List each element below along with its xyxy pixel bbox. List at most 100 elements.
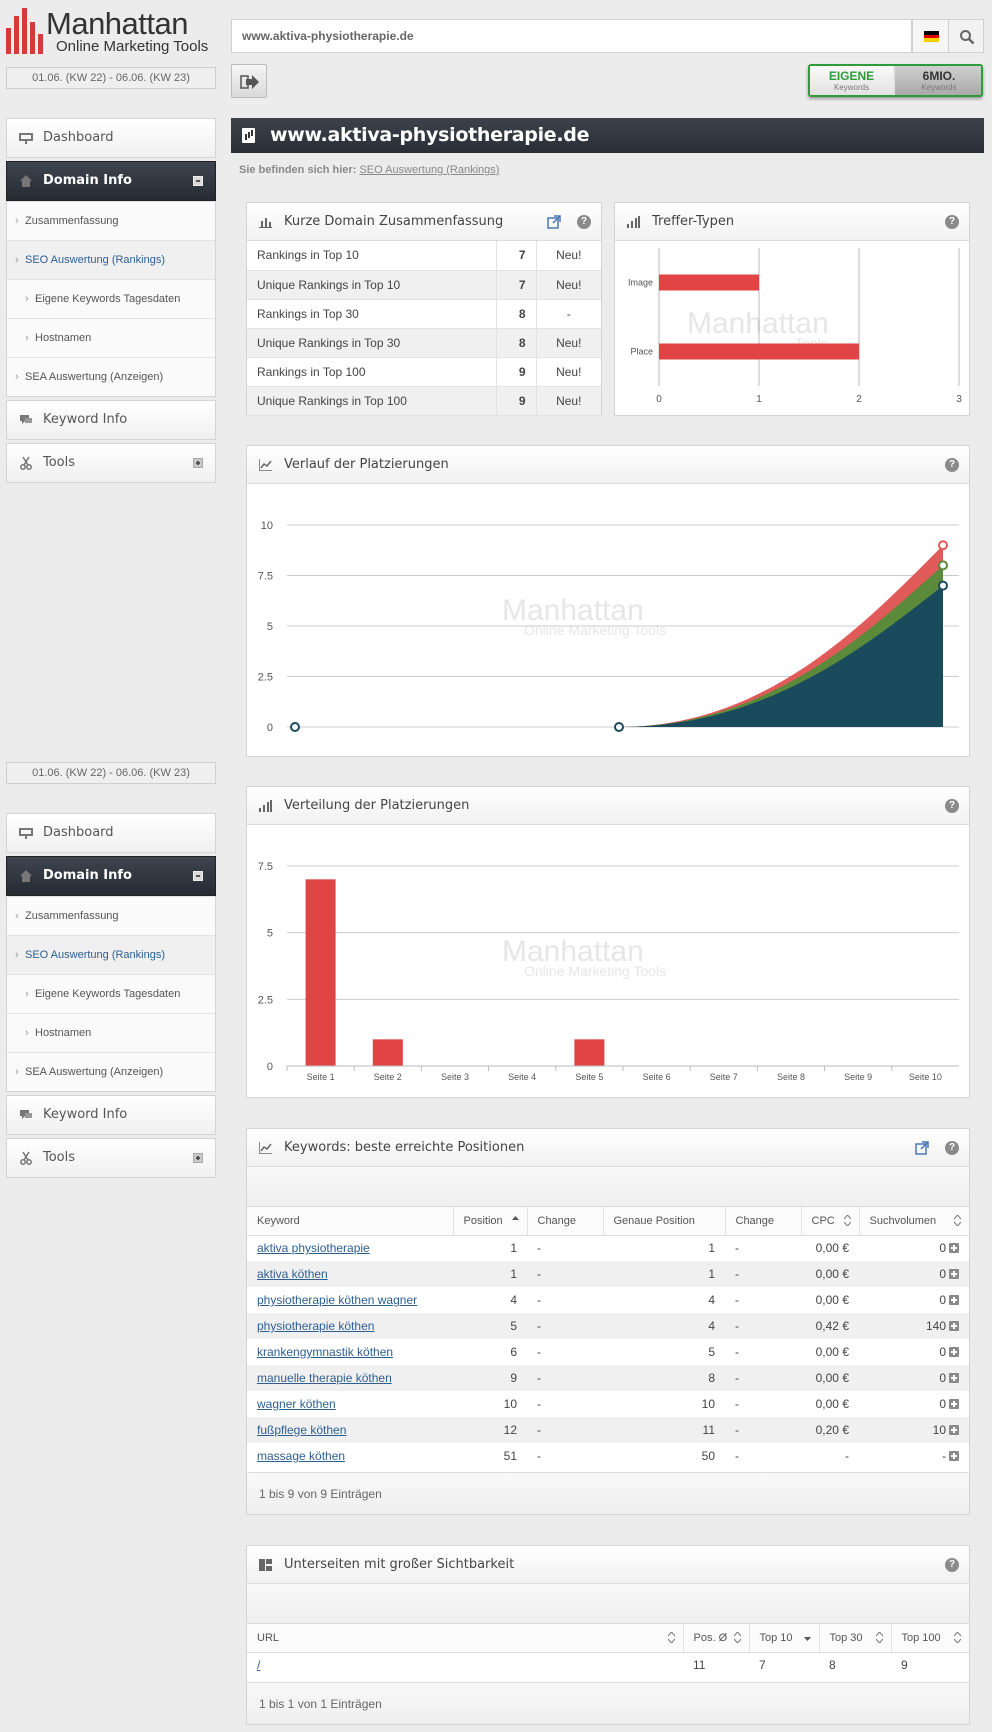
keyword-link[interactable]: fußpflege köthen <box>257 1423 347 1437</box>
keyword-link[interactable]: aktiva physiotherapie <box>257 1241 370 1256</box>
toggle-6mio-keywords[interactable]: 6MIO. Keywords <box>895 66 981 95</box>
bar[interactable] <box>659 274 759 291</box>
sidebar-sub-hosts[interactable]: Hostnamen <box>7 1013 215 1052</box>
col-top30[interactable]: Top 30 <box>819 1624 892 1653</box>
help-icon[interactable]: ? <box>577 215 591 229</box>
date-range[interactable]: 01.06. (KW 22) - 06.06. (KW 23) <box>6 67 216 89</box>
keyword-link[interactable]: wagner köthen <box>257 1397 336 1411</box>
date-range-repeat[interactable]: 01.06. (KW 22) - 06.06. (KW 23) <box>6 762 216 784</box>
brand-logo[interactable]: Manhattan Online Marketing Tools <box>6 6 216 56</box>
bar[interactable] <box>659 343 859 360</box>
series-point[interactable] <box>290 722 300 732</box>
help-icon[interactable]: ? <box>945 215 959 229</box>
sidebar-item-dashboard[interactable]: Dashboard <box>6 118 216 158</box>
exact-position-cell: 4 <box>708 1293 715 1307</box>
col-search-volume[interactable]: Suchvolumen <box>859 1207 969 1236</box>
col-url[interactable]: URL <box>247 1624 684 1653</box>
sidebar-item-keyword-info[interactable]: Keyword Info <box>6 400 216 440</box>
col-keyword[interactable]: Keyword <box>247 1207 454 1236</box>
sidebar-sub-seo[interactable]: SEO Auswertung (Rankings) <box>7 935 215 974</box>
x-tick-label: 0 <box>656 394 662 405</box>
col-top10[interactable]: Top 10 <box>749 1624 820 1653</box>
keyword-link[interactable]: physiotherapie köthen <box>257 1319 375 1333</box>
sidebar-item-keyword-info[interactable]: Keyword Info <box>6 1095 216 1135</box>
sidebar-sub-own-keywords[interactable]: Eigene Keywords Tagesdaten <box>7 279 215 318</box>
sidebar-sub-summary[interactable]: Zusammenfassung <box>7 201 215 240</box>
sidebar-item-tools[interactable]: Tools <box>6 443 216 483</box>
collapse-icon[interactable] <box>193 871 203 881</box>
sidebar-sub-sea[interactable]: SEA Auswertung (Anzeigen) <box>7 1052 215 1091</box>
keyword-link[interactable]: physiotherapie köthen wagner <box>257 1293 418 1307</box>
external-link-icon[interactable] <box>915 1141 929 1155</box>
expand-row-icon[interactable] <box>949 1399 959 1409</box>
expand-icon[interactable] <box>193 1153 203 1163</box>
keyword-link[interactable]: manuelle therapie köthen <box>257 1371 392 1385</box>
x-tick-label: Seite 5 <box>575 1072 603 1082</box>
col-change[interactable]: Change <box>527 1207 604 1236</box>
volume-cell: - <box>859 1443 969 1469</box>
bar[interactable] <box>574 1039 605 1066</box>
col-avg-pos[interactable]: Pos. Ø <box>683 1624 750 1653</box>
col-change-2[interactable]: Change <box>725 1207 802 1236</box>
search-button[interactable] <box>948 19 984 53</box>
bar[interactable] <box>372 1039 403 1066</box>
volume-value: 0 <box>939 1397 946 1411</box>
expand-row-icon[interactable] <box>949 1243 959 1254</box>
summary-label: Unique Rankings in Top 10 <box>247 270 496 300</box>
keyword-source-toggle[interactable]: EIGENE Keywords 6MIO. Keywords <box>808 64 983 97</box>
keyword-link[interactable]: aktiva köthen <box>257 1267 328 1281</box>
series-area <box>619 585 943 727</box>
help-icon[interactable]: ? <box>945 458 959 472</box>
external-link-icon[interactable] <box>547 215 561 229</box>
help-icon[interactable]: ? <box>945 1141 959 1155</box>
sidebar-sub-seo[interactable]: SEO Auswertung (Rankings) <box>7 240 215 279</box>
expand-row-icon[interactable] <box>949 1373 959 1383</box>
series-point[interactable] <box>938 540 948 551</box>
x-tick-label: Seite 7 <box>710 1072 738 1082</box>
col-exact-position[interactable]: Genaue Position <box>603 1207 726 1236</box>
x-tick-label: 3 <box>956 394 962 405</box>
expand-row-icon[interactable] <box>949 1295 959 1305</box>
summary-row: Unique Rankings in Top 10 7 Neu! <box>247 270 601 300</box>
expand-row-icon[interactable] <box>949 1321 959 1331</box>
keyword-link[interactable]: krankengymnastik köthen <box>257 1345 394 1359</box>
bar[interactable] <box>305 879 336 1066</box>
sidebar-item-tools[interactable]: Tools <box>6 1138 216 1178</box>
sidebar-item-domain-info[interactable]: Domain Info <box>6 856 216 896</box>
sort-asc-icon <box>511 1216 519 1220</box>
series-point[interactable] <box>938 580 948 591</box>
sort-both-icon <box>954 1215 961 1226</box>
collapse-icon[interactable] <box>193 176 203 186</box>
export-button[interactable] <box>231 64 267 98</box>
sidebar-item-domain-info[interactable]: Domain Info <box>6 161 216 201</box>
sidebar-sub-sea[interactable]: SEA Auswertung (Anzeigen) <box>7 357 215 396</box>
sidebar-sub-summary[interactable]: Zusammenfassung <box>7 896 215 935</box>
help-icon[interactable]: ? <box>945 1558 959 1572</box>
search-input[interactable] <box>232 20 832 52</box>
page-title: www.aktiva-physiotherapie.de <box>270 124 590 146</box>
help-icon[interactable]: ? <box>945 799 959 813</box>
expand-icon[interactable] <box>193 458 203 468</box>
expand-row-icon[interactable] <box>949 1451 959 1461</box>
toggle-own-keywords[interactable]: EIGENE Keywords <box>810 66 893 95</box>
category-label: Place <box>630 347 653 357</box>
expand-row-icon[interactable] <box>949 1269 959 1279</box>
breadcrumb-link[interactable]: SEO Auswertung (Rankings) <box>359 164 500 176</box>
col-top100[interactable]: Top 100 <box>891 1624 969 1653</box>
exact-position-cell: 8 <box>603 1365 725 1391</box>
keyword-link[interactable]: massage köthen <box>257 1449 346 1463</box>
col-cpc[interactable]: CPC <box>801 1207 860 1236</box>
url-link[interactable]: / <box>257 1658 261 1673</box>
sidebar-item-dashboard[interactable]: Dashboard <box>6 813 216 853</box>
summary-value: 9 <box>495 357 536 387</box>
sidebar-sub-hosts[interactable]: Hostnamen <box>7 318 215 357</box>
expand-row-icon[interactable] <box>949 1425 959 1435</box>
col-position[interactable]: Position <box>453 1207 528 1236</box>
sidebar-label-dashboard: Dashboard <box>43 130 114 145</box>
sidebar-sub-own-keywords[interactable]: Eigene Keywords Tagesdaten <box>7 974 215 1013</box>
expand-row-icon[interactable] <box>949 1347 959 1357</box>
country-selector[interactable] <box>912 19 949 53</box>
series-point[interactable] <box>614 722 624 732</box>
summary-label: Unique Rankings in Top 100 <box>247 386 496 416</box>
series-point[interactable] <box>938 560 948 571</box>
